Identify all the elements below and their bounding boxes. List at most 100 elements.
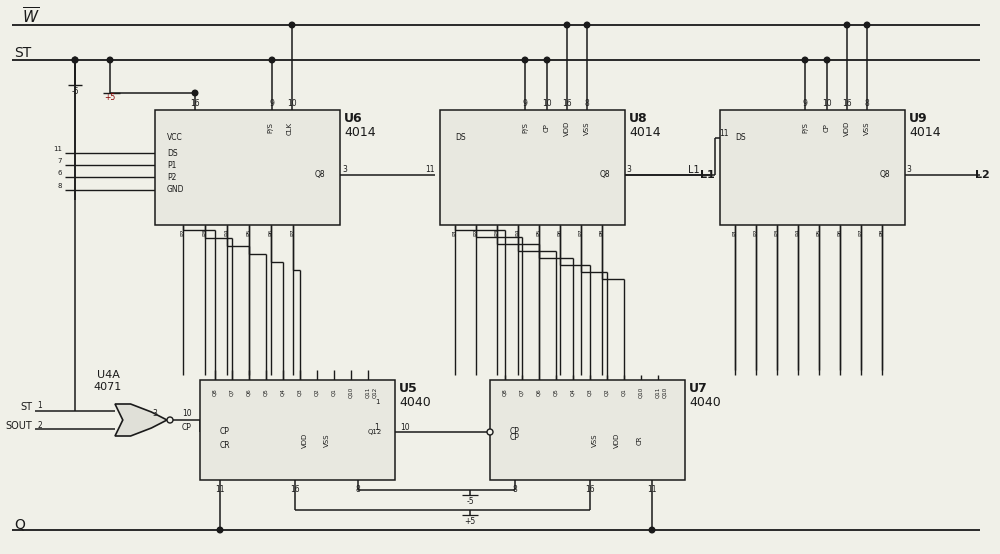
Text: 2: 2 — [37, 420, 42, 429]
Text: L2: L2 — [975, 170, 990, 180]
Text: P2: P2 — [754, 228, 759, 236]
Text: CP: CP — [510, 433, 520, 442]
Text: L1: L1 — [700, 170, 715, 180]
Text: ST: ST — [14, 46, 31, 60]
Text: P5: P5 — [246, 228, 252, 236]
Circle shape — [864, 22, 870, 28]
Circle shape — [107, 57, 113, 63]
Text: 16: 16 — [290, 485, 300, 495]
Text: 4014: 4014 — [629, 126, 661, 138]
Text: Q6: Q6 — [246, 388, 252, 396]
Text: 9: 9 — [270, 99, 274, 107]
Circle shape — [522, 57, 528, 63]
Text: DS: DS — [167, 148, 178, 157]
Bar — [720, 110, 905, 225]
Text: P7: P7 — [858, 228, 864, 236]
Text: 16: 16 — [190, 99, 200, 107]
Text: Q2: Q2 — [314, 388, 320, 396]
Text: SOUT: SOUT — [5, 421, 32, 431]
Text: 16: 16 — [842, 99, 852, 107]
Text: P6: P6 — [558, 228, 562, 236]
Text: U6: U6 — [344, 111, 363, 125]
Text: 4071: 4071 — [94, 382, 122, 392]
Circle shape — [584, 22, 590, 28]
Text: 9: 9 — [803, 99, 807, 107]
Circle shape — [72, 57, 78, 63]
Text: $\overline{W}$: $\overline{W}$ — [22, 7, 40, 27]
Text: VDD: VDD — [844, 120, 850, 136]
Text: 3: 3 — [343, 166, 347, 175]
Text: DS: DS — [735, 134, 746, 142]
Circle shape — [487, 429, 493, 435]
Text: P3: P3 — [774, 228, 780, 236]
Text: CP: CP — [544, 124, 550, 132]
Text: 1: 1 — [375, 399, 379, 405]
Circle shape — [802, 57, 808, 63]
Text: Q4: Q4 — [280, 388, 286, 396]
Text: Q12: Q12 — [372, 386, 378, 398]
Text: 7: 7 — [58, 158, 62, 164]
Text: Q3: Q3 — [298, 388, 302, 396]
Text: 11: 11 — [53, 146, 62, 152]
Circle shape — [167, 417, 173, 423]
Text: 8: 8 — [865, 99, 869, 107]
Text: 11: 11 — [719, 129, 728, 137]
Text: 11: 11 — [647, 485, 657, 495]
Text: P8: P8 — [600, 228, 604, 236]
Text: P6: P6 — [268, 228, 274, 236]
Text: P/S: P/S — [267, 122, 273, 134]
Text: U5: U5 — [399, 382, 418, 394]
Text: P7: P7 — [290, 228, 296, 236]
Circle shape — [72, 57, 78, 63]
Text: VDD: VDD — [564, 120, 570, 136]
Circle shape — [564, 22, 570, 28]
Text: VDD: VDD — [302, 432, 308, 448]
Circle shape — [192, 90, 198, 96]
Text: 3: 3 — [627, 166, 631, 175]
Text: Q8: Q8 — [600, 171, 610, 179]
Text: Q11: Q11 — [656, 386, 660, 398]
Bar — [440, 110, 625, 225]
Text: P1: P1 — [452, 228, 458, 236]
Text: CP: CP — [182, 423, 192, 432]
Text: 10: 10 — [822, 99, 832, 107]
Text: CP: CP — [824, 124, 830, 132]
Circle shape — [844, 22, 850, 28]
Text: 11: 11 — [215, 485, 225, 495]
Text: 4014: 4014 — [909, 126, 941, 138]
Text: GND: GND — [167, 186, 184, 194]
Bar — [155, 110, 340, 225]
Circle shape — [269, 57, 275, 63]
Text: Q8: Q8 — [503, 388, 508, 396]
Text: P1: P1 — [732, 228, 738, 236]
Text: 8: 8 — [58, 183, 62, 189]
Text: U4A: U4A — [97, 370, 119, 380]
Text: P1: P1 — [167, 161, 176, 170]
Text: 4014: 4014 — [344, 126, 376, 138]
Circle shape — [649, 527, 655, 533]
Text: Q10: Q10 — [639, 386, 644, 398]
Text: +5: +5 — [104, 94, 116, 102]
Text: 8: 8 — [585, 99, 589, 107]
Text: 16: 16 — [585, 485, 595, 495]
Text: P3: P3 — [202, 228, 208, 236]
Text: DS: DS — [455, 134, 466, 142]
Text: 8: 8 — [513, 485, 517, 495]
Text: Q8: Q8 — [880, 171, 890, 179]
Text: VSS: VSS — [584, 121, 590, 135]
Text: Q8: Q8 — [315, 171, 325, 179]
Text: CR: CR — [220, 440, 231, 449]
Text: Q1: Q1 — [332, 388, 336, 396]
Text: Q1: Q1 — [622, 388, 626, 396]
Text: P5: P5 — [816, 228, 822, 236]
Text: CP: CP — [220, 428, 230, 437]
Text: Q6: Q6 — [536, 388, 542, 396]
Text: U7: U7 — [689, 382, 708, 394]
Text: Q: Q — [14, 517, 25, 531]
Text: 1: 1 — [37, 402, 42, 411]
Text: P2: P2 — [180, 228, 186, 236]
Text: VSS: VSS — [864, 121, 870, 135]
Text: 4040: 4040 — [399, 396, 431, 408]
Text: VDD: VDD — [614, 432, 620, 448]
Text: 1: 1 — [375, 423, 379, 432]
